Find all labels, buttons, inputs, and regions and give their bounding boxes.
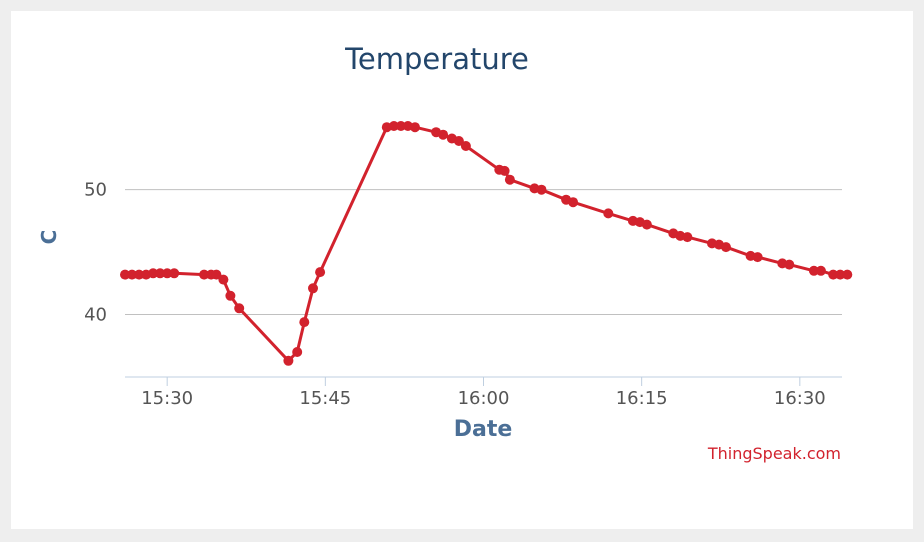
data-point <box>120 269 130 280</box>
y-tick-label: 40 <box>84 305 107 326</box>
data-point <box>499 165 510 176</box>
data-point <box>835 269 846 280</box>
x-axis-label: Date <box>454 417 513 442</box>
data-point <box>134 269 145 280</box>
data-point <box>234 303 245 314</box>
data-point <box>218 274 229 285</box>
data-point <box>784 259 795 270</box>
temperature-chart: Temperature C Date ThingSpeak.com 40 50 1… <box>37 42 853 463</box>
chart-card: Temperature C Date ThingSpeak.com 40 50 1… <box>11 11 913 529</box>
data-point <box>603 208 614 219</box>
data-point <box>641 219 652 230</box>
data-point <box>148 268 159 279</box>
data-point <box>299 317 310 328</box>
data-point <box>828 269 839 280</box>
x-tick-label: 16:15 <box>616 388 668 409</box>
data-point <box>504 174 515 185</box>
data-point <box>568 197 579 208</box>
y-tick-label: 50 <box>84 180 107 201</box>
data-point <box>283 355 294 366</box>
data-point <box>410 122 420 133</box>
data-point <box>127 269 137 280</box>
data-point <box>162 268 173 279</box>
data-point <box>199 269 210 280</box>
data-point <box>721 242 731 253</box>
data-point <box>752 252 763 263</box>
chart-title: Temperature <box>344 42 529 76</box>
y-axis-label: C <box>37 230 61 245</box>
data-point <box>308 283 318 294</box>
data-point <box>842 269 853 280</box>
y-tick-labels: 40 50 <box>84 180 107 326</box>
series-line <box>123 124 849 363</box>
x-tick-label: 16:30 <box>774 388 826 409</box>
x-tick-label: 15:45 <box>299 388 351 409</box>
data-point <box>536 184 547 195</box>
data-point <box>169 268 180 279</box>
data-point <box>815 265 826 276</box>
x-axis: 15:30 15:45 16:00 16:15 16:30 <box>125 376 842 409</box>
data-point <box>808 265 819 276</box>
thingspeak-credit-link[interactable]: ThingSpeak.com <box>707 444 841 463</box>
data-point <box>453 136 464 146</box>
temperature-series <box>120 121 853 366</box>
x-tick-label: 15:30 <box>141 388 193 409</box>
data-point <box>460 141 471 151</box>
data-point <box>225 290 236 301</box>
data-point <box>315 267 326 278</box>
data-point <box>155 268 166 279</box>
data-point <box>292 347 303 357</box>
data-point <box>438 129 449 140</box>
data-point <box>682 232 693 243</box>
x-tick-label: 16:00 <box>458 388 510 409</box>
data-point <box>388 121 399 131</box>
data-point <box>211 269 222 280</box>
data-point <box>395 121 406 131</box>
